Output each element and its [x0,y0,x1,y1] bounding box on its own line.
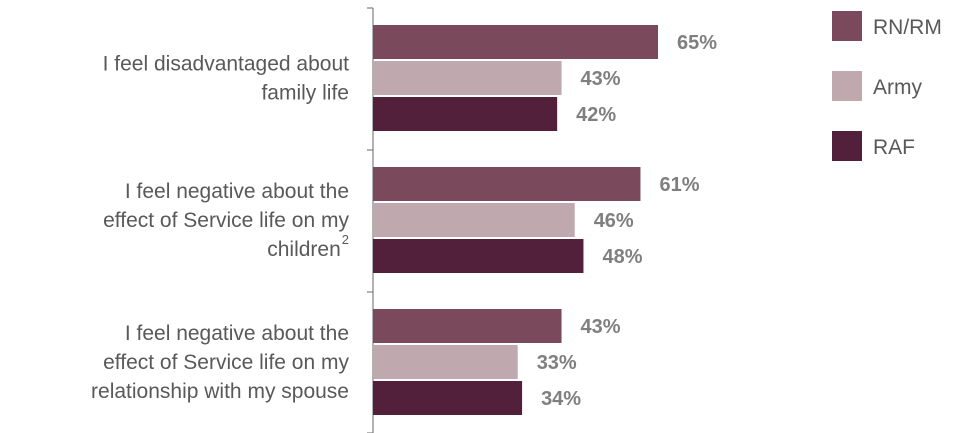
data-label: 42% [576,104,616,126]
data-label: 34% [541,388,581,410]
legend-label: RAF [873,136,915,159]
data-label: 61% [659,174,699,196]
bar-raf-2 [373,239,584,273]
bar-army-1 [373,61,562,95]
legend-label: Army [873,76,922,99]
bars [373,25,658,415]
category-label: I feel negative about the effect of Servi… [91,322,349,403]
value-labels: 65% 61% 43% 43% 46% 33% 42% 48% 34% [537,32,718,410]
legend-label: RN/RM [873,16,942,39]
category-label: I feel negative about the effect of Servi… [103,180,349,261]
bar-army-2 [373,203,575,237]
y-axis [367,7,374,433]
category-labels: I feel disadvantaged about family life I f… [91,53,349,404]
footnote-marker: 2 [342,232,349,247]
bar-army-3 [373,345,518,379]
bar-rn-rm-1 [373,25,658,59]
bar-rn-rm-3 [373,309,562,343]
legend-swatch [832,131,862,161]
data-label: 43% [581,68,621,90]
category-label: I feel disadvantaged about family life [103,53,350,105]
bar-rn-rm-2 [373,167,641,201]
data-label: 46% [594,210,634,232]
data-label: 65% [677,32,717,54]
legend-swatch [832,71,862,101]
legend-swatch [832,11,862,41]
data-label: 48% [602,246,642,268]
bar-raf-3 [373,381,523,415]
legend: RN/RM Army RAF [832,11,942,161]
bar-raf-1 [373,97,558,131]
data-label: 43% [581,316,621,338]
data-label: 33% [537,352,577,374]
